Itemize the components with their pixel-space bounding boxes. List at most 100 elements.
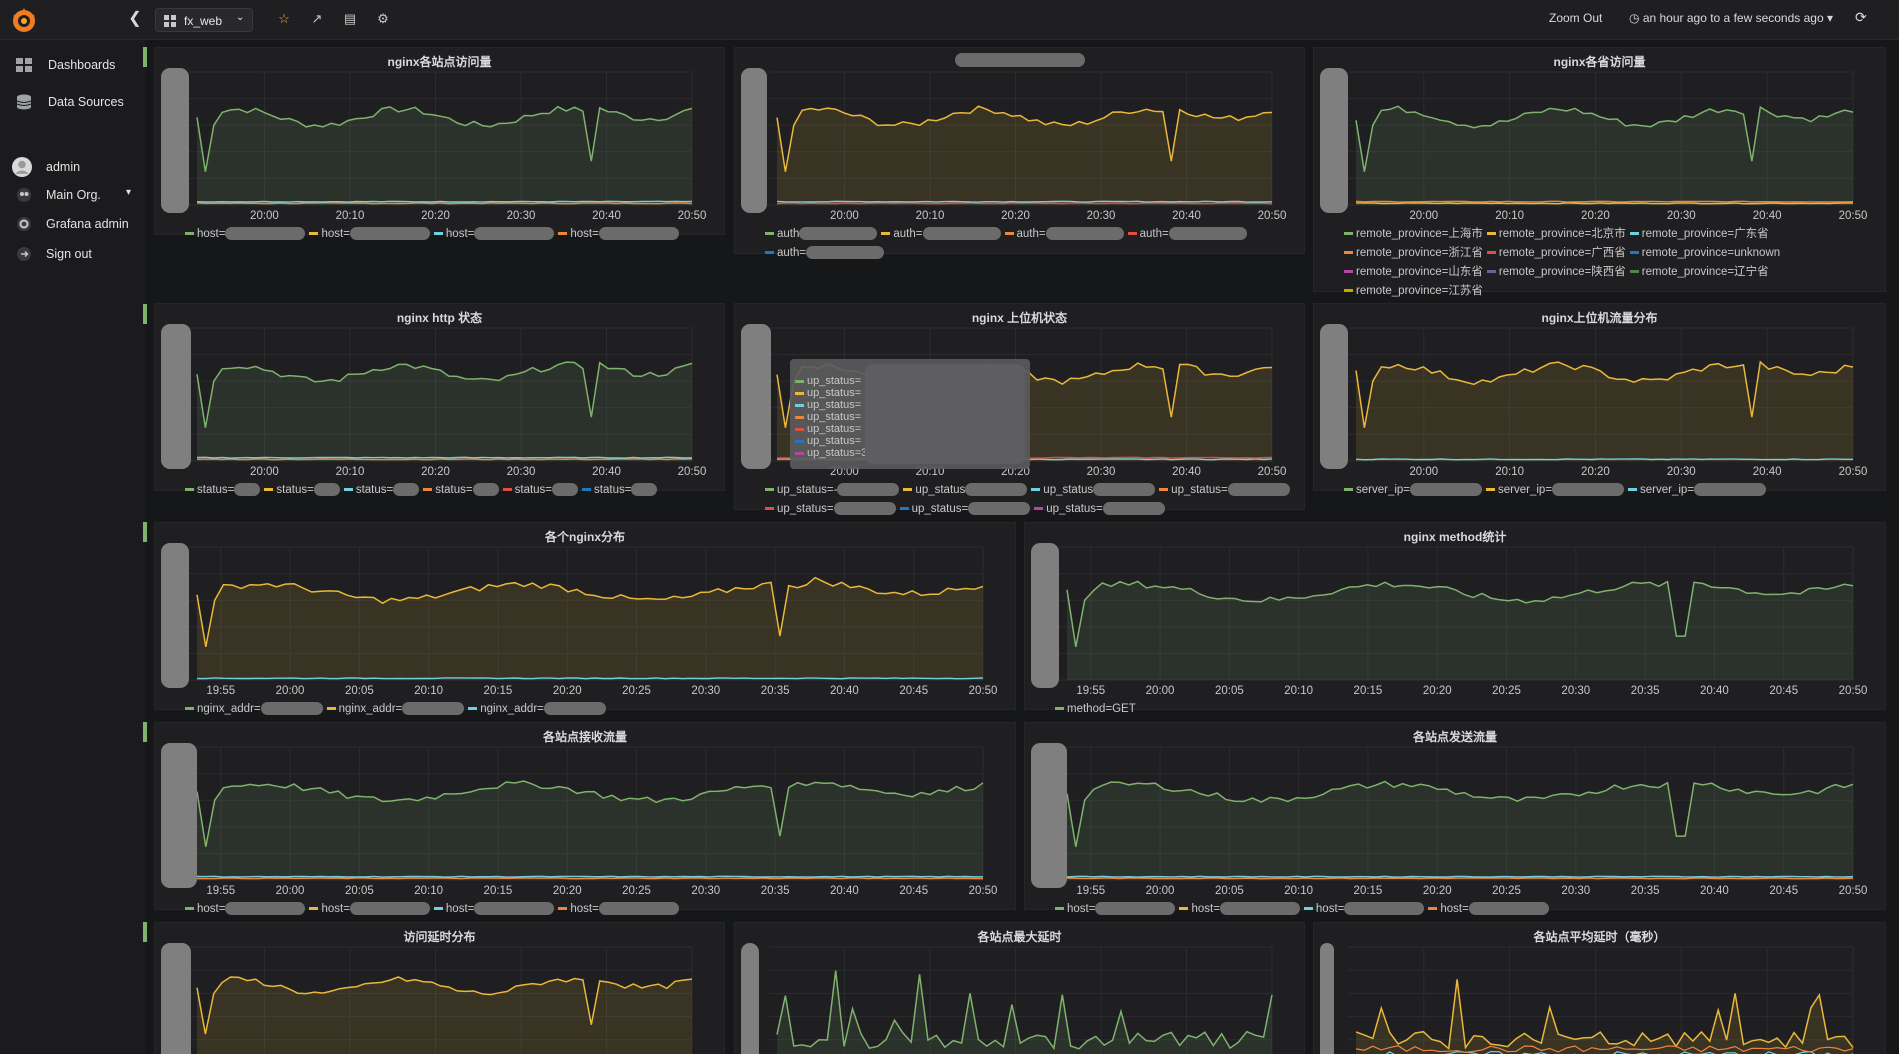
series-line[interactable]	[196, 458, 693, 461]
gear-icon[interactable]: ⚙	[377, 11, 389, 26]
row-collapse-handle[interactable]	[143, 522, 147, 542]
series-line[interactable]	[196, 780, 984, 847]
legend-item[interactable]: up_status=	[899, 500, 1031, 519]
graph-plot[interactable]: 19:55 20:00 20:05 20:10 20:15 20:20 20:25 20:30…	[1025, 723, 1885, 898]
legend-item[interactable]: server_ip=	[1344, 481, 1483, 500]
legend-item[interactable]: up_status=-	[765, 481, 900, 500]
panel-title[interactable]: nginx 上位机状态	[971, 311, 1068, 325]
panel-title[interactable]: 各站点发送流量	[1412, 730, 1497, 744]
legend-item[interactable]: status=	[423, 481, 499, 500]
panel-method-stats[interactable]: nginx method统计 19:55 20:00 20:05 20:10 20:15 2…	[1024, 522, 1886, 715]
panel-site-requests[interactable]: nginx各站点访问量 20:00 20:10 20:20 20:30 20:40 20:5…	[154, 47, 725, 241]
chevron-left-icon[interactable]: ❮	[128, 10, 142, 27]
legend-item[interactable]: auth=	[1127, 225, 1247, 244]
panel-title[interactable]: 访问延时分布	[403, 930, 476, 944]
series-line[interactable]	[1355, 202, 1853, 205]
legend-item[interactable]: remote_province=北京市	[1486, 225, 1626, 244]
legend-item[interactable]: host=	[558, 225, 679, 244]
legend-item[interactable]: host=	[1179, 900, 1300, 919]
graph-plot[interactable]: 19:55 20:00 20:05 20:10 20:15 20:20 20:25 20:30…	[155, 723, 1015, 898]
save-icon[interactable]: ▤	[343, 11, 357, 26]
series-line[interactable]	[1355, 458, 1853, 461]
series-line[interactable]	[196, 875, 983, 878]
graph-plot[interactable]: 19:55 20:00 20:05 20:10 20:15 20:20 20:25 20:30…	[155, 523, 1015, 698]
legend-item[interactable]: host=	[1055, 900, 1176, 919]
legend-item[interactable]: up_status=	[765, 500, 896, 519]
series-line[interactable]	[776, 200, 1273, 203]
graph-plot[interactable]: 19:55 20:00 20:05 20:10 20:15 20:20 20:25 20:30…	[1025, 523, 1885, 698]
series-line[interactable]	[196, 361, 693, 428]
series-line[interactable]	[1355, 1045, 1854, 1054]
legend-item[interactable]: host=	[433, 225, 555, 244]
legend-item[interactable]: host=	[1303, 900, 1425, 919]
series-line[interactable]	[776, 105, 1273, 172]
legend-item[interactable]: remote_province=广东省	[1629, 225, 1769, 244]
panel-upstream-status[interactable]: nginx 上位机状态 20:00 20:10 20:20 20:30 20:40 20:5…	[734, 303, 1305, 516]
legend-item[interactable]: host=	[185, 225, 306, 244]
series-line[interactable]	[196, 105, 693, 172]
dashboard-picker[interactable]: fx_web ⌄	[155, 8, 253, 32]
panel-province-requests[interactable]: nginx各省访问量 20:00 20:10 20:20 20:30 20:40 20:50…	[1313, 47, 1886, 297]
time-range-picker[interactable]: ◷ an hour ago to a few seconds ago ▾	[1629, 11, 1833, 25]
legend-item[interactable]: up_status=	[1159, 481, 1290, 500]
series-line[interactable]	[776, 970, 1273, 1051]
legend-item[interactable]: remote_province=山东省	[1344, 263, 1483, 282]
legend-item[interactable]: status=	[582, 481, 658, 500]
legend-item[interactable]: host=	[309, 225, 430, 244]
legend-item[interactable]: up_status=	[1034, 500, 1165, 519]
series-line[interactable]	[196, 200, 693, 203]
panel-title[interactable]: 各站点接收流量	[542, 730, 627, 744]
legend-item[interactable]: remote_province=陕西省	[1486, 263, 1626, 282]
series-line[interactable]	[1066, 580, 1854, 647]
series-line[interactable]	[1066, 877, 1854, 880]
sidebar-item-dashboards[interactable]: Dashboards	[0, 51, 145, 79]
panel-auth[interactable]: 20:00 20:10 20:20 20:30 20:40 20:50 auth auth= a…	[734, 47, 1305, 260]
legend-item[interactable]: server_ip=	[1628, 481, 1767, 500]
legend-item[interactable]: auth	[765, 225, 878, 244]
panel-title[interactable]: nginx method统计	[1403, 530, 1507, 544]
legend-item[interactable]: nginx_addr=	[326, 700, 465, 719]
zoom-out-button[interactable]: Zoom Out	[1549, 11, 1603, 25]
row-collapse-handle[interactable]	[143, 722, 147, 742]
series-line[interactable]	[196, 576, 984, 647]
refresh-icon[interactable]: ⟳	[1855, 9, 1867, 25]
series-line[interactable]	[196, 456, 693, 459]
legend-item[interactable]: remote_province=辽宁省	[1629, 263, 1769, 282]
series-line[interactable]	[196, 202, 693, 205]
sidebar-item-org[interactable]: Main Org. ▾	[0, 181, 145, 209]
series-line[interactable]	[196, 877, 984, 880]
legend-item[interactable]: remote_province=上海市	[1344, 225, 1483, 244]
legend-item[interactable]: host=	[433, 900, 555, 919]
legend-item[interactable]: host=	[185, 900, 306, 919]
legend-item[interactable]: auth=	[1004, 225, 1124, 244]
legend-item[interactable]: up_status	[903, 481, 1028, 500]
legend-item[interactable]: status=	[185, 481, 261, 500]
legend-item[interactable]: auth=	[881, 225, 1001, 244]
panel-upstream-traffic[interactable]: nginx上位机流量分布 20:00 20:10 20:20 20:30 20:40 20:…	[1313, 303, 1886, 497]
legend-item[interactable]: status=	[343, 481, 420, 500]
legend-item[interactable]: status=	[264, 481, 340, 500]
panel-title[interactable]: nginx各省访问量	[1553, 55, 1646, 69]
legend-item[interactable]: method=GET	[1055, 700, 1136, 719]
legend-item[interactable]: host=	[558, 900, 679, 919]
panel-site-received-traffic[interactable]: 各站点接收流量 19:55 20:00 20:05 20:10 20:15 20:20 20:…	[154, 722, 1016, 916]
row-collapse-handle[interactable]	[143, 304, 147, 324]
panel-site-sent-traffic[interactable]: 各站点发送流量 19:55 20:00 20:05 20:10 20:15 20:20 20:…	[1024, 722, 1886, 916]
series-line[interactable]	[776, 202, 1273, 205]
series-line[interactable]	[1066, 780, 1854, 847]
legend-item[interactable]: host=	[1428, 900, 1549, 919]
panel-nginx-distribution[interactable]: 各个nginx分布 19:55 20:00 20:05 20:10 20:15 20:20 2…	[154, 522, 1016, 716]
series-line[interactable]	[1355, 360, 1854, 428]
legend-item[interactable]: remote_province=unknown	[1629, 244, 1780, 263]
panel-title[interactable]: 各站点最大延时	[977, 930, 1062, 944]
legend-item[interactable]: remote_province=江苏省	[1344, 282, 1483, 301]
